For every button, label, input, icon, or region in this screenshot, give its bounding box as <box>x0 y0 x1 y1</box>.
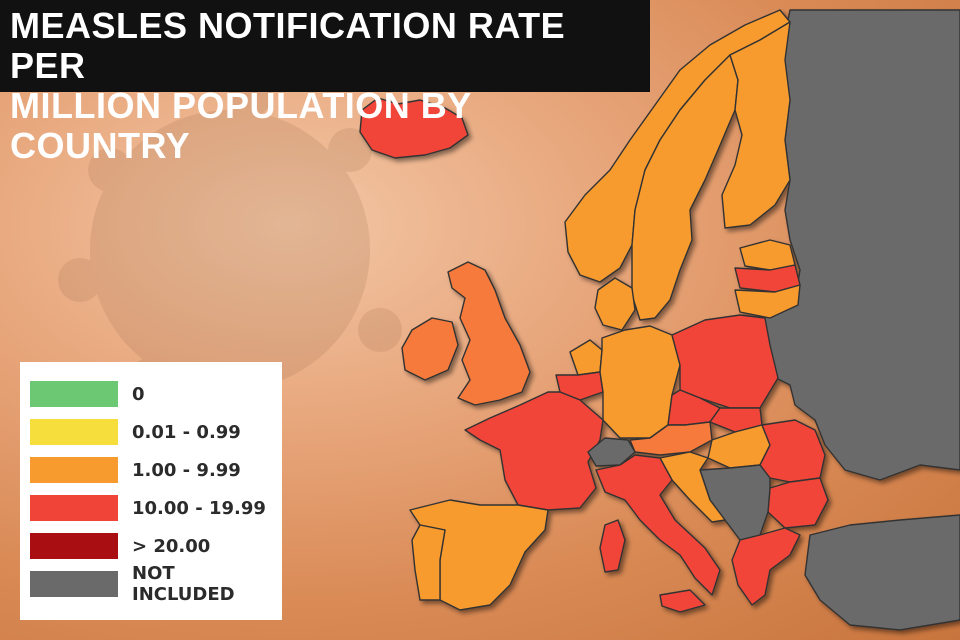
legend-label: 10.00 - 19.99 <box>132 497 266 519</box>
legend-item: > 20.00 <box>30 528 272 564</box>
legend-label: 1.00 - 9.99 <box>132 459 241 481</box>
legend-swatch <box>30 495 118 521</box>
legend-item: 0.01 - 0.99 <box>30 414 272 450</box>
legend-swatch <box>30 419 118 445</box>
region-sardinia[interactable] <box>599 519 626 573</box>
region-netherlands[interactable] <box>569 339 603 376</box>
legend-swatch <box>30 457 118 483</box>
region-italy[interactable] <box>595 454 721 596</box>
legend-item: NOT INCLUDED <box>30 563 272 605</box>
region-greece[interactable] <box>731 527 801 606</box>
region-poland[interactable] <box>671 314 779 409</box>
region-finland[interactable] <box>721 21 791 229</box>
legend-label: > 20.00 <box>132 535 211 557</box>
page-title: MEASLES NOTIFICATION RATE PER MILLION PO… <box>0 0 650 166</box>
region-estonia[interactable] <box>739 239 796 271</box>
region-united-kingdom[interactable] <box>447 261 531 406</box>
region-croatia[interactable] <box>659 451 726 523</box>
region-lithuania[interactable] <box>734 284 801 319</box>
legend-item: 0 <box>30 376 272 412</box>
legend-label: 0.01 - 0.99 <box>132 421 241 443</box>
legend-swatch <box>30 571 118 597</box>
region-sicily[interactable] <box>659 589 706 613</box>
legend-item: 1.00 - 9.99 <box>30 452 272 488</box>
region-turkey[interactable] <box>804 514 960 631</box>
legend-swatch <box>30 381 118 407</box>
region-iceland[interactable] <box>359 97 469 159</box>
title-line-2: MILLION POPULATION BY COUNTRY <box>10 85 472 166</box>
legend-item: 10.00 - 19.99 <box>30 490 272 526</box>
region-hungary[interactable] <box>707 424 771 469</box>
region-austria[interactable] <box>629 421 713 456</box>
legend-swatch <box>30 533 118 559</box>
legend: 0 0.01 - 0.99 1.00 - 9.99 10.00 - 19.99 … <box>20 362 282 620</box>
region-denmark[interactable] <box>594 277 636 331</box>
legend-label: 0 <box>132 383 145 405</box>
region-france[interactable] <box>464 391 604 511</box>
region-switzerland[interactable] <box>587 437 636 467</box>
region-bulgaria[interactable] <box>767 477 829 529</box>
legend-label: NOT INCLUDED <box>132 563 235 605</box>
region-sweden[interactable] <box>631 54 739 321</box>
virus-background-decoration <box>58 73 402 402</box>
region-portugal[interactable] <box>411 524 446 601</box>
title-line-1: MEASLES NOTIFICATION RATE PER <box>10 5 566 86</box>
region-ireland[interactable] <box>401 317 459 381</box>
region-romania[interactable] <box>759 419 826 483</box>
